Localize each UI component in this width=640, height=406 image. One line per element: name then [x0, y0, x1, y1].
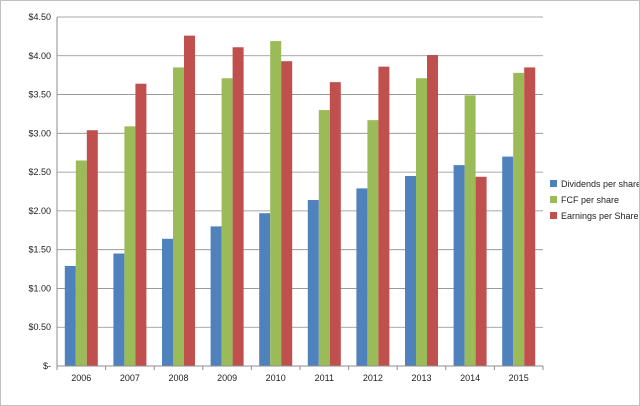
x-tick-label: 2006 [71, 373, 91, 383]
y-tick-label: $3.50 [28, 90, 51, 100]
legend: Dividends per share FCF per share Earnings… [550, 179, 639, 221]
legend-label: FCF per share [561, 195, 619, 205]
bar-earnings-per-share-2007 [135, 83, 147, 366]
bar-earnings-per-share-2015 [524, 67, 536, 367]
bar-fcf-per-share-2007 [124, 126, 136, 366]
bar-fcf-per-share-2006 [75, 160, 87, 366]
x-tick-label: 2014 [460, 373, 480, 383]
axes [56, 17, 544, 370]
y-tick-label: $1.00 [28, 283, 51, 293]
x-tick-label: 2012 [363, 373, 383, 383]
legend-swatch [550, 196, 557, 203]
bar-fcf-per-share-2010 [270, 41, 282, 366]
legend-label: Earnings per Share [561, 211, 639, 221]
bar-earnings-per-share-2012 [378, 66, 390, 366]
y-tick-label: $3.00 [28, 128, 51, 138]
bar-fcf-per-share-2013 [416, 78, 427, 366]
x-tick-label: 2008 [168, 373, 188, 383]
bar-dividends-per-share-2008 [162, 238, 173, 366]
y-tick-label: $2.00 [28, 206, 51, 216]
bar-dividends-per-share-2013 [405, 175, 416, 366]
bar-earnings-per-share-2013 [427, 55, 438, 366]
x-tick-label: 2015 [509, 373, 529, 383]
legend-swatch [550, 180, 557, 187]
bar-dividends-per-share-2010 [259, 213, 271, 366]
bar-fcf-per-share-2009 [221, 78, 233, 366]
x-tick-label: 2007 [120, 373, 140, 383]
x-tick-label: 2011 [315, 373, 334, 383]
x-tick-label: 2013 [411, 373, 431, 383]
bar-earnings-per-share-2014 [475, 176, 487, 366]
bar-earnings-per-share-2009 [232, 47, 244, 366]
bar-fcf-per-share-2011 [318, 110, 330, 366]
y-tick-label: $2.50 [28, 167, 51, 177]
bar-earnings-per-share-2011 [329, 82, 341, 366]
bar-earnings-per-share-2006 [86, 130, 98, 366]
bar-dividends-per-share-2007 [113, 253, 125, 366]
bar-fcf-per-share-2014 [464, 95, 476, 366]
y-tick-label: $1.50 [28, 245, 51, 255]
bar-dividends-per-share-2014 [453, 165, 465, 366]
y-tick-label: $0.50 [28, 322, 51, 332]
bar-dividends-per-share-2009 [210, 226, 222, 366]
y-tick-label: $- [43, 361, 51, 371]
bar-fcf-per-share-2012 [367, 120, 379, 366]
bar-fcf-per-share-2015 [513, 72, 525, 366]
bar-dividends-per-share-2006 [64, 265, 76, 366]
bar-dividends-per-share-2011 [307, 200, 319, 366]
bar-earnings-per-share-2010 [281, 61, 293, 366]
x-tick-label: 2009 [217, 373, 237, 383]
legend-swatch [550, 212, 557, 219]
x-tick-labels: 2006 2007 2008 2009 2010 2011 2012 2013 2014 2015 [71, 373, 528, 383]
legend-label: Dividends per share [561, 179, 639, 189]
bar-fcf-per-share-2008 [173, 67, 184, 367]
bar-earnings-per-share-2008 [184, 35, 195, 366]
bar-dividends-per-share-2015 [502, 156, 514, 366]
y-tick-label: $4.00 [28, 51, 51, 61]
bar-dividends-per-share-2012 [356, 188, 368, 366]
bars [64, 35, 536, 367]
y-tick-labels: $- $0.50 $1.00 $1.50 $2.00 $2.50 $3.00 $3.50 $4.… [28, 12, 51, 371]
y-tick-label: $4.50 [28, 12, 51, 22]
x-tick-label: 2010 [266, 373, 286, 383]
